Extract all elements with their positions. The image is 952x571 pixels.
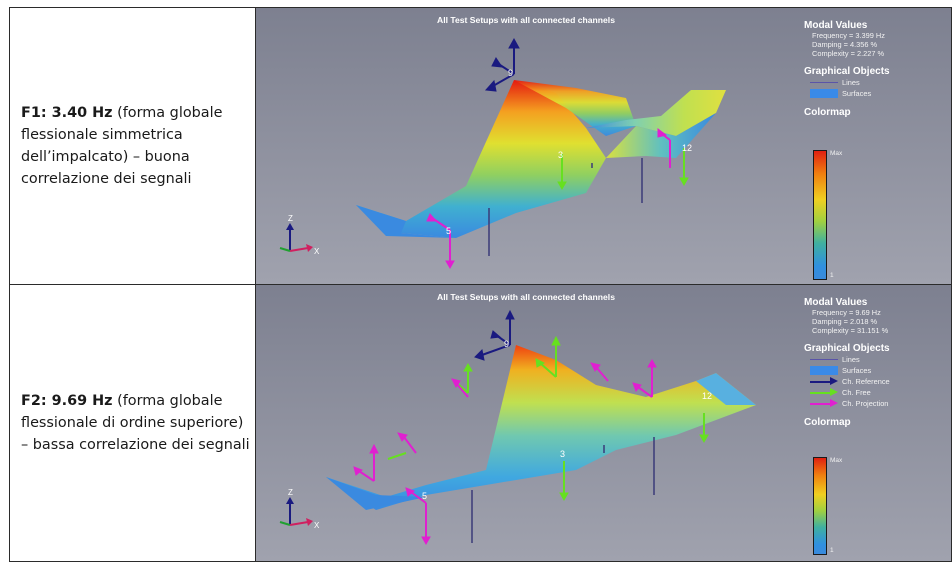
colorbar-max-label: Max bbox=[830, 457, 843, 464]
legend-free-item: Ch. Free bbox=[804, 387, 944, 398]
mode-2-description: F2: 9.69 Hz (forma globale flessionale d… bbox=[9, 284, 256, 562]
mode-2-text: (forma globale flessionale di ordine sup… bbox=[21, 393, 250, 453]
mode-1-description: F1: 3.40 Hz (forma globale flessionale s… bbox=[9, 7, 256, 285]
mode-1-shape-svg: 9 3 12 5 Z X bbox=[256, 8, 951, 284]
reference-arrows bbox=[484, 37, 520, 92]
mode-1-text: (forma globale flessionale simmetrica de… bbox=[21, 105, 223, 187]
legend-graphical-title: Graphical Objects bbox=[804, 343, 890, 354]
free-arrows bbox=[557, 148, 689, 191]
legend-free-label: Ch. Free bbox=[842, 388, 871, 397]
legend-damping: Damping = 4.356 % bbox=[812, 40, 878, 49]
legend-projection-item: Ch. Projection bbox=[804, 398, 944, 409]
axis-x-label: X bbox=[314, 521, 320, 530]
mode-1-frequency: F1: 3.40 Hz bbox=[21, 105, 113, 121]
mode-2-colorbar bbox=[813, 457, 827, 555]
mode-row-2: F2: 9.69 Hz (forma globale flessionale d… bbox=[9, 284, 952, 562]
legend-reference-label: Ch. Reference bbox=[842, 377, 890, 386]
channel-label-5: 5 bbox=[422, 491, 427, 501]
legend-surfaces-item: Surfaces bbox=[804, 365, 944, 376]
mode-2-plot-cell: 9 3 12 5 Z X All Test Setups with all co… bbox=[255, 284, 952, 562]
legend-colormap-title: Colormap bbox=[804, 107, 851, 118]
legend-surfaces-item: Surfaces bbox=[804, 88, 944, 99]
reference-arrow-icon bbox=[810, 377, 838, 386]
mode-2-frequency: F2: 9.69 Hz bbox=[21, 393, 113, 409]
channel-label-3: 3 bbox=[560, 449, 565, 459]
lines-swatch bbox=[810, 359, 838, 360]
mode-1-3d-viewer[interactable]: 9 3 12 5 Z X All Test Setups with a bbox=[256, 8, 951, 284]
legend-reference-item: Ch. Reference bbox=[804, 376, 944, 387]
mode-2-plot-title: All Test Setups with all connected chann… bbox=[437, 292, 615, 302]
projection-arrows bbox=[426, 128, 671, 270]
mode-2-legend: Modal Values Frequency = 9.69 Hz Damping… bbox=[804, 295, 944, 428]
channel-label-9: 9 bbox=[508, 68, 513, 78]
lines-swatch bbox=[810, 82, 838, 83]
legend-surfaces-label: Surfaces bbox=[842, 366, 872, 375]
legend-frequency: Frequency = 9.69 Hz bbox=[812, 308, 881, 317]
axis-triad bbox=[279, 497, 313, 526]
mode-table: F1: 3.40 Hz (forma globale flessionale s… bbox=[9, 7, 952, 562]
mode-row-1: F1: 3.40 Hz (forma globale flessionale s… bbox=[9, 7, 952, 285]
legend-damping: Damping = 2.018 % bbox=[812, 317, 878, 326]
viewer-background bbox=[256, 8, 951, 284]
mode-surface-peak bbox=[514, 80, 636, 136]
legend-modal-title: Modal Values bbox=[804, 297, 868, 308]
free-arrows bbox=[387, 335, 709, 502]
mode-surface-left-edge bbox=[356, 205, 456, 238]
projection-arrows bbox=[353, 358, 657, 546]
mode-1-colorbar bbox=[813, 150, 827, 280]
mode-1-plot-cell: 9 3 12 5 Z X All Test Setups with a bbox=[255, 7, 952, 285]
legend-lines-label: Lines bbox=[842, 355, 860, 364]
mode-surface-left-edge bbox=[326, 477, 426, 510]
mode-1-plot-title: All Test Setups with all connected chann… bbox=[437, 15, 615, 25]
colorbar-min-label: 1 bbox=[830, 547, 834, 554]
reference-arrows bbox=[474, 309, 515, 361]
legend-surfaces-label: Surfaces bbox=[842, 89, 872, 98]
legend-complexity: Complexity = 2.227 % bbox=[812, 49, 885, 58]
channel-label-5: 5 bbox=[446, 226, 451, 236]
colorbar-max-label: Max bbox=[830, 150, 843, 157]
legend-complexity: Complexity = 31.151 % bbox=[812, 326, 889, 335]
colorbar-min-label: 1 bbox=[830, 272, 834, 279]
surfaces-swatch bbox=[810, 366, 838, 375]
legend-colormap-title: Colormap bbox=[804, 417, 851, 428]
mode-surface-main bbox=[326, 345, 756, 510]
projection-arrow-icon bbox=[810, 399, 838, 408]
surfaces-swatch bbox=[810, 89, 838, 98]
legend-lines-label: Lines bbox=[842, 78, 860, 87]
channel-label-3: 3 bbox=[558, 150, 563, 160]
channel-label-9: 9 bbox=[504, 339, 509, 349]
legend-graphical-title: Graphical Objects bbox=[804, 66, 890, 77]
mode-surface-main bbox=[356, 80, 606, 238]
legend-frequency: Frequency = 3.399 Hz bbox=[812, 31, 885, 40]
axis-triad bbox=[279, 223, 313, 252]
legend-projection-label: Ch. Projection bbox=[842, 399, 889, 408]
axis-z-label: Z bbox=[288, 488, 293, 497]
mode-2-shape-svg: 9 3 12 5 Z X bbox=[256, 285, 951, 561]
mode-1-legend: Modal Values Frequency = 3.399 Hz Dampin… bbox=[804, 18, 944, 118]
axis-z-label: Z bbox=[288, 214, 293, 223]
mode-surface-right-tip bbox=[696, 373, 756, 405]
axis-x-label: X bbox=[314, 247, 320, 256]
channel-label-12: 12 bbox=[682, 143, 692, 153]
legend-lines-item: Lines bbox=[804, 354, 944, 365]
free-arrow-icon bbox=[810, 388, 838, 397]
channel-label-12: 12 bbox=[702, 391, 712, 401]
legend-modal-title: Modal Values bbox=[804, 20, 868, 31]
mode-2-3d-viewer[interactable]: 9 3 12 5 Z X All Test Setups with all co… bbox=[256, 285, 951, 561]
mode-surface-right bbox=[586, 90, 726, 136]
legend-lines-item: Lines bbox=[804, 77, 944, 88]
